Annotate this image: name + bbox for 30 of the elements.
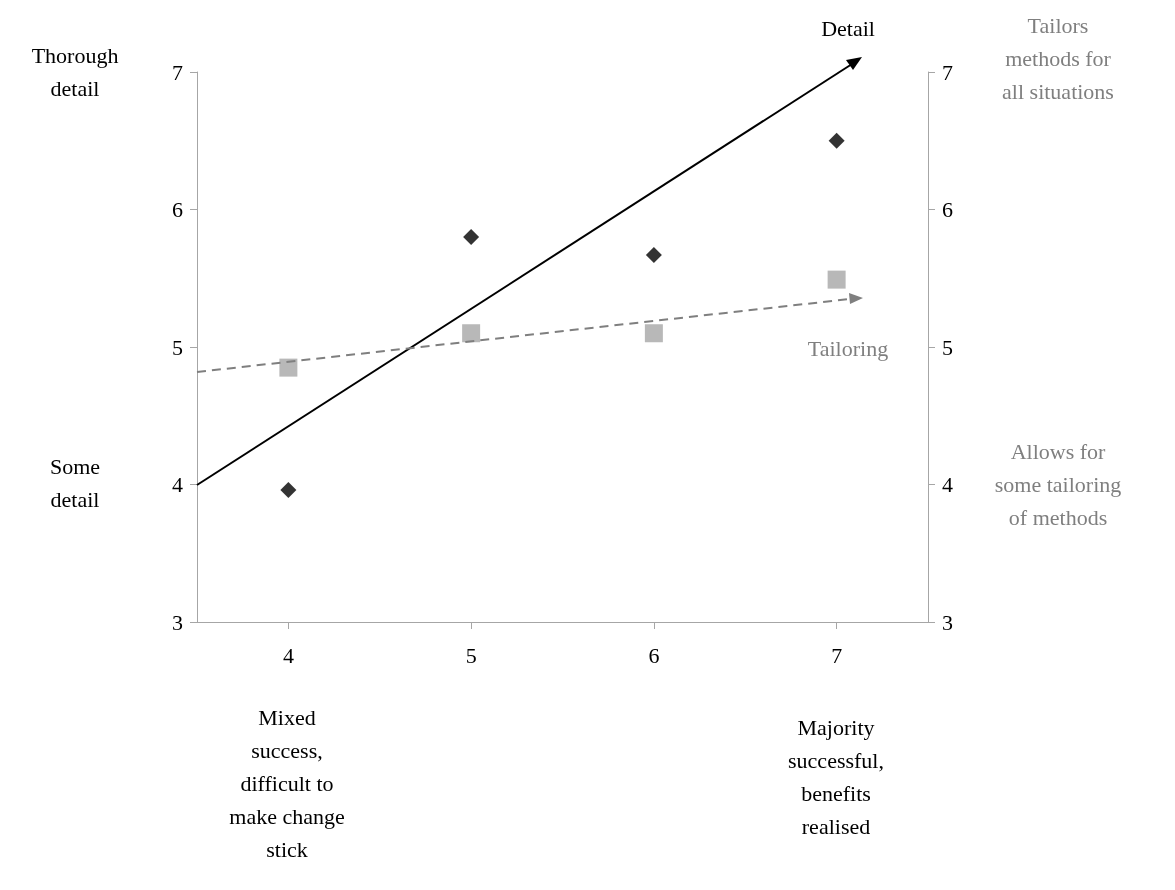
text: Mixed success, difficult to make change stick <box>229 704 345 862</box>
point <box>828 132 845 149</box>
x-tick-label: 4 <box>282 642 294 668</box>
y2-tick-label: 4 <box>942 472 953 497</box>
text: Tailors methods for all situations <box>1002 12 1114 104</box>
point <box>827 270 846 289</box>
text: Thorough detail <box>31 43 119 101</box>
y-tick-label: 5 <box>172 334 183 360</box>
y-tick-label: 6 <box>172 197 183 222</box>
point <box>280 482 297 498</box>
text: Some detail <box>49 454 101 512</box>
annotation: Tailoring <box>807 335 889 361</box>
y-tick-label: 7 <box>172 59 183 85</box>
y2-tick-label: 6 <box>942 197 953 222</box>
point <box>463 229 480 245</box>
text: Allows for some tailoring of methods <box>994 438 1122 530</box>
y-tick-label: 3 <box>172 609 183 635</box>
x-tick-label: 7 <box>831 642 843 668</box>
point <box>644 324 663 343</box>
y2-tick-label: 3 <box>942 609 953 635</box>
y2-tick-label: 7 <box>942 59 953 85</box>
point <box>279 358 298 377</box>
point <box>645 246 662 263</box>
text: Detail <box>821 15 875 41</box>
y-tick-label: 4 <box>172 472 183 497</box>
text: Majority successful, benefits realised <box>788 715 884 839</box>
point <box>462 324 481 343</box>
x-tick-label: 6 <box>648 642 660 668</box>
x-tick-label: 5 <box>465 642 477 668</box>
y2-tick-label: 5 <box>942 334 953 360</box>
